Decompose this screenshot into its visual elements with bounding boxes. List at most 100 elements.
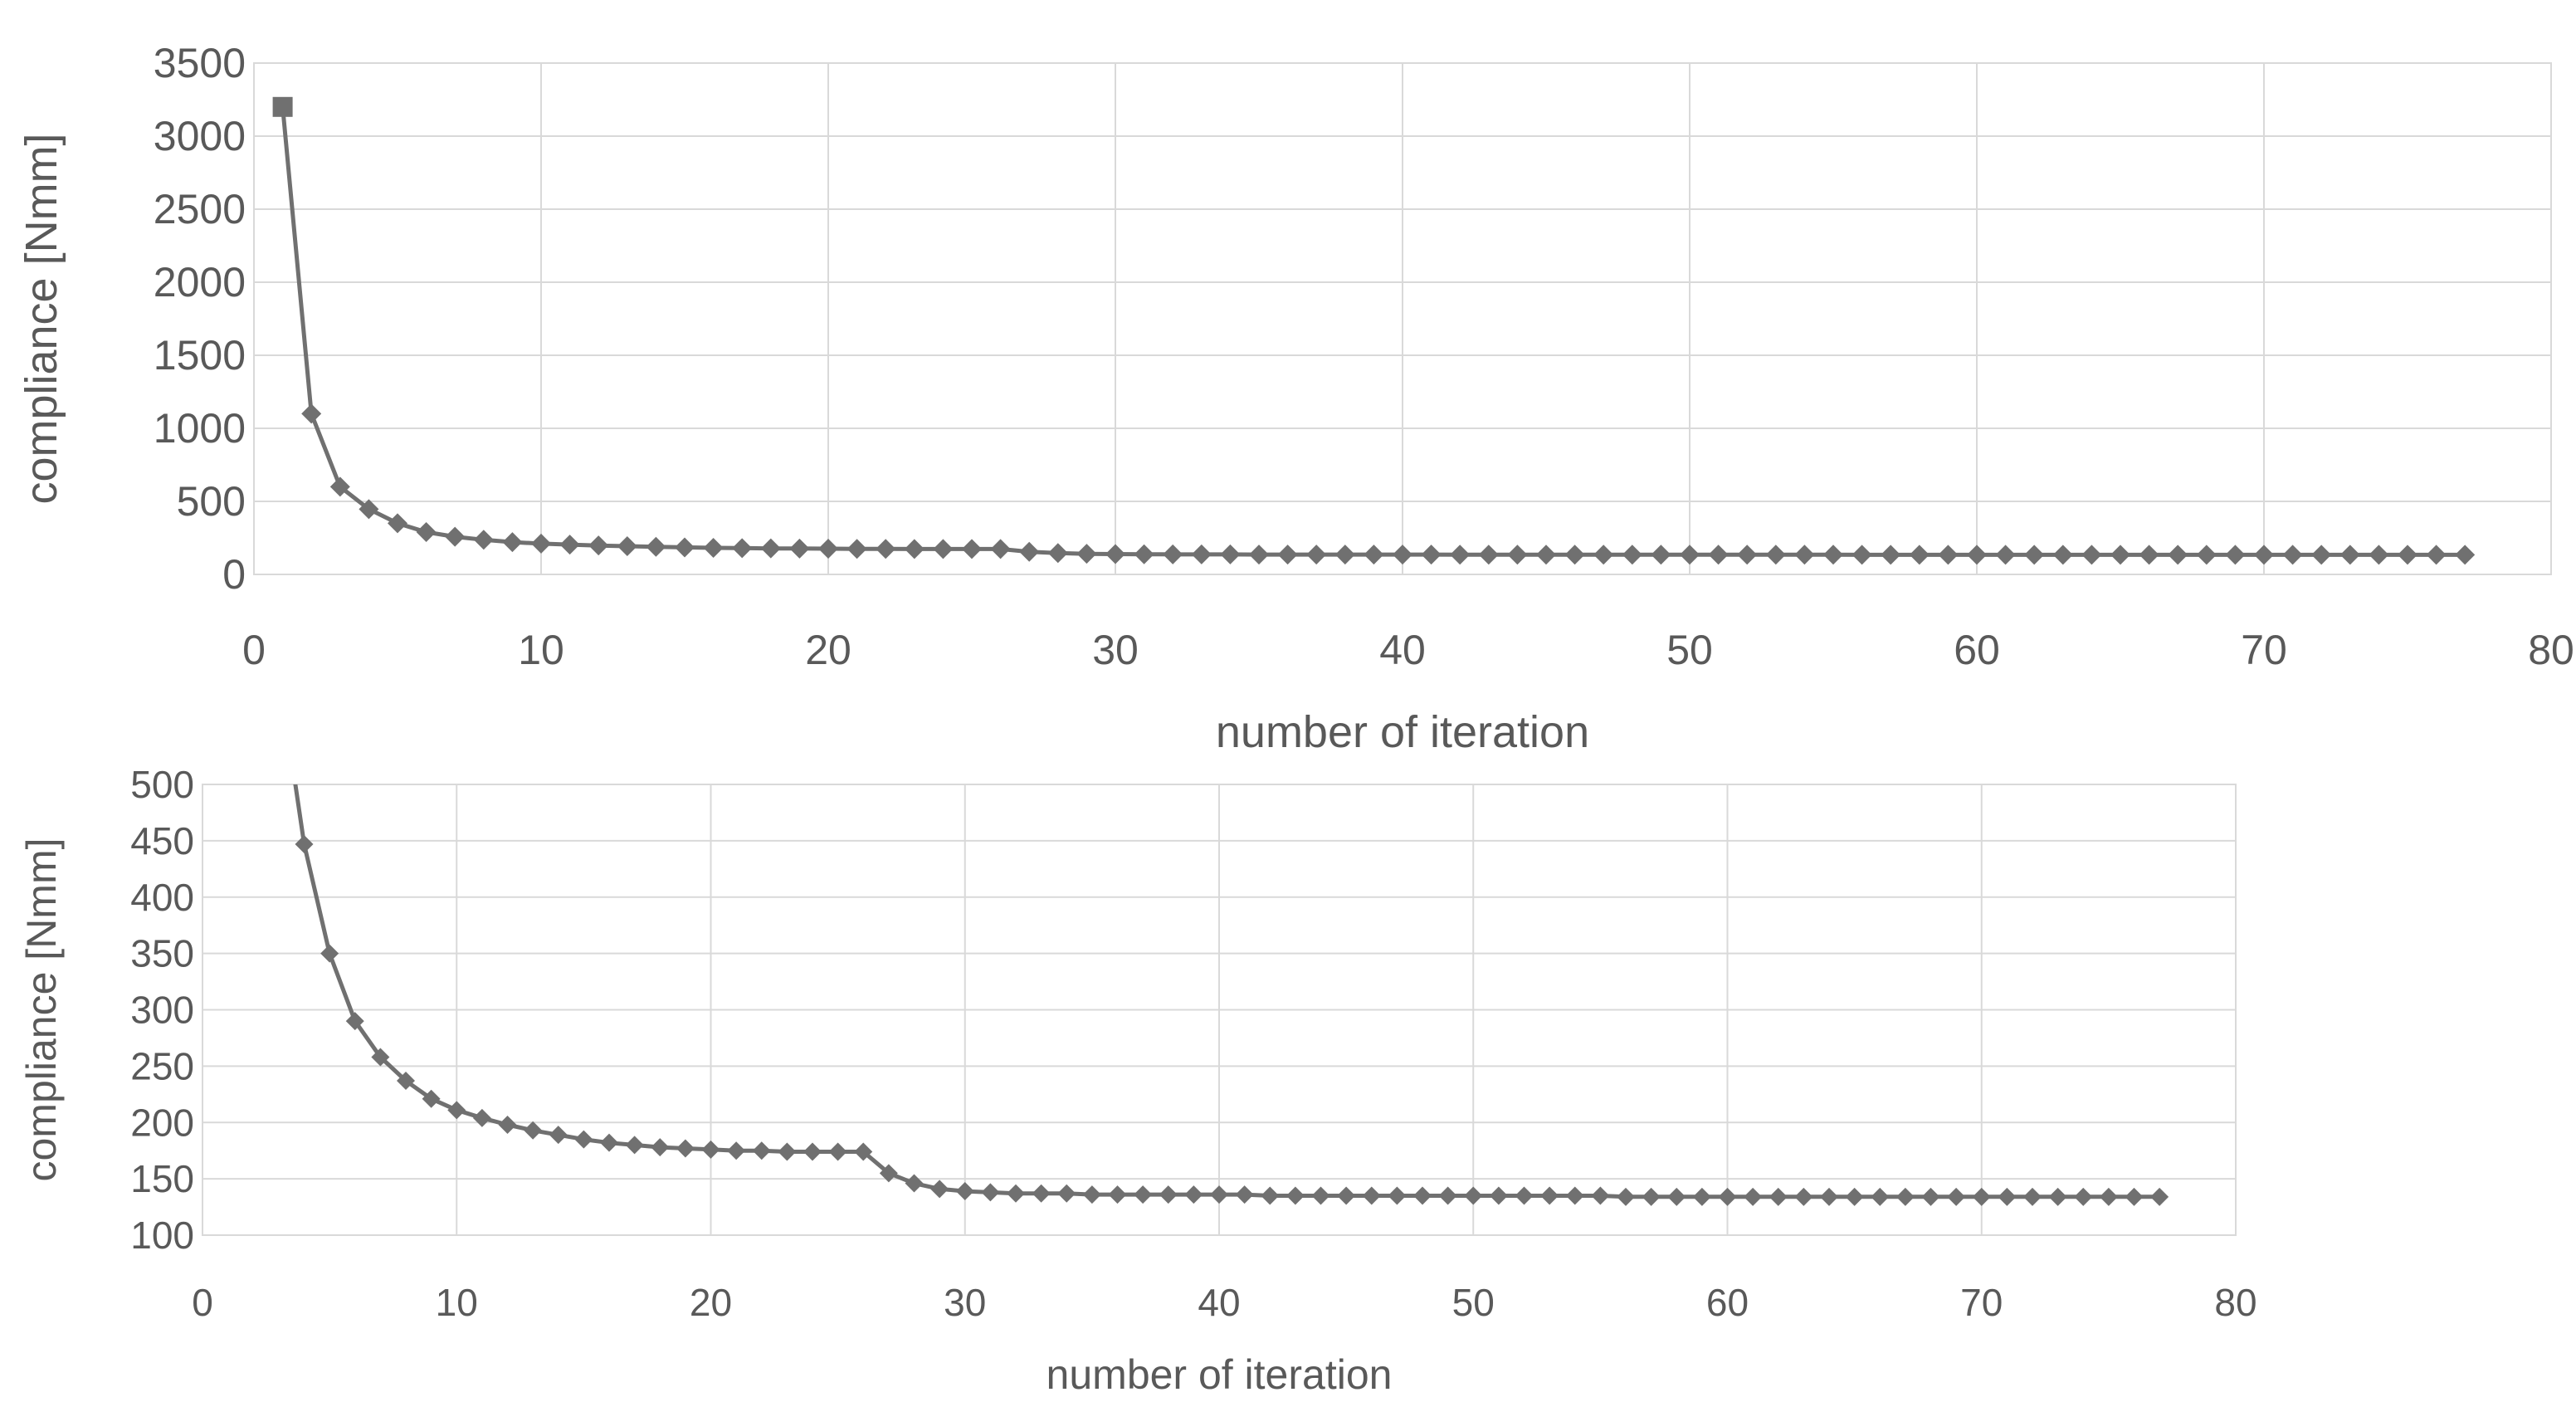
data-point <box>2074 1187 2093 1206</box>
data-point <box>1737 545 1758 565</box>
data-point <box>574 1130 593 1149</box>
y-tick-label: 2500 <box>154 186 246 232</box>
data-point <box>2196 545 2217 565</box>
x-tick-label: 40 <box>1379 627 1426 673</box>
x-tick-label: 20 <box>805 627 851 673</box>
data-point <box>955 1182 974 1201</box>
data-point <box>1938 545 1959 565</box>
data-point <box>1163 544 1183 564</box>
data-point <box>531 533 551 554</box>
x-tick-label: 60 <box>1954 627 2000 673</box>
data-point <box>1680 545 1700 565</box>
y-tick-label: 500 <box>130 763 194 806</box>
data-point <box>1235 1185 1254 1204</box>
data-point <box>371 1048 390 1067</box>
data-point <box>789 538 810 559</box>
data-point <box>962 539 982 559</box>
x-tick-label: 80 <box>2528 627 2574 673</box>
data-point <box>1388 1186 1407 1205</box>
series-line <box>293 784 2160 1199</box>
data-point <box>2311 545 2332 565</box>
y-tick-label: 400 <box>130 876 194 919</box>
data-point <box>2254 545 2274 565</box>
data-point <box>846 539 867 559</box>
data-point <box>320 944 339 963</box>
data-point <box>1995 545 2016 565</box>
data-point <box>617 536 637 557</box>
data-point <box>1708 545 1729 565</box>
data-point <box>388 513 407 534</box>
x-axis-title: number of iteration <box>1046 1351 1393 1398</box>
series-line <box>281 106 2466 557</box>
data-point <box>818 539 838 559</box>
data-point <box>1744 1187 1763 1206</box>
data-point <box>930 1180 949 1199</box>
data-point <box>1134 544 1154 564</box>
x-tick-label: 0 <box>242 627 266 673</box>
data-point <box>1464 1186 1483 1205</box>
y-axis-title: compliance [Nmm] <box>17 133 66 504</box>
data-point <box>828 1142 847 1161</box>
data-point <box>2125 1187 2144 1206</box>
data-point <box>1820 1187 1838 1206</box>
data-point <box>2398 545 2417 565</box>
plot-area <box>253 62 2552 575</box>
x-tick-label: 80 <box>2214 1281 2256 1324</box>
data-point <box>502 532 523 553</box>
data-point <box>295 834 314 853</box>
x-tick-label: 0 <box>192 1281 213 1324</box>
data-point <box>1413 1186 1432 1205</box>
y-tick-label: 300 <box>130 989 194 1032</box>
data-point <box>1311 1186 1330 1205</box>
data-point <box>1718 1187 1737 1206</box>
data-point <box>1047 543 1068 564</box>
bottom-chart: 100 150 200 250 300 350 400 450 500 0 10 20 30 40 50 60… <box>18 763 2257 1398</box>
data-point <box>879 1164 898 1183</box>
plot-area <box>202 784 2237 1236</box>
data-point <box>1540 1186 1559 1205</box>
data-point <box>1921 1187 1940 1206</box>
data-point <box>1159 1185 1178 1204</box>
data-point <box>1845 1187 1864 1206</box>
data-point <box>651 1138 670 1157</box>
data-point <box>2282 545 2303 565</box>
data-point <box>1967 545 1987 565</box>
data-point <box>701 1140 720 1159</box>
data-point <box>301 403 322 424</box>
data-point <box>524 1121 543 1140</box>
data-point <box>1972 1187 1991 1206</box>
data-point <box>1881 545 1901 565</box>
data-point <box>1536 545 1556 565</box>
data-point <box>472 1108 491 1127</box>
data-point <box>1622 545 1642 565</box>
data-point <box>990 539 1011 559</box>
x-tick-label: 50 <box>1452 1281 1495 1324</box>
data-point <box>1450 545 1471 565</box>
data-point <box>1220 544 1241 564</box>
data-point <box>1286 1186 1305 1205</box>
data-point <box>1184 1185 1203 1204</box>
x-tick-label: 70 <box>1960 1281 2003 1324</box>
data-point <box>1191 544 1212 564</box>
x-tick-label: 30 <box>1092 627 1139 673</box>
data-point <box>600 1133 618 1152</box>
data-point <box>1565 1186 1584 1205</box>
data-point <box>1489 1186 1508 1205</box>
data-point <box>1794 545 1815 565</box>
y-tick-label: 0 <box>222 551 246 598</box>
data-point <box>803 1142 822 1161</box>
y-axis-title: compliance [Nmm] <box>18 838 65 1182</box>
data-point <box>1019 541 1040 562</box>
data-point <box>760 538 781 559</box>
data-point <box>1057 1184 1076 1203</box>
data-point <box>646 536 666 557</box>
data-point <box>2052 545 2073 565</box>
data-point <box>1306 545 1327 565</box>
data-point <box>1852 545 1872 565</box>
data-point <box>2150 1187 2169 1206</box>
data-point <box>416 521 437 542</box>
data-point <box>1076 544 1097 564</box>
x-tick-label: 20 <box>690 1281 732 1324</box>
data-point <box>588 535 609 556</box>
